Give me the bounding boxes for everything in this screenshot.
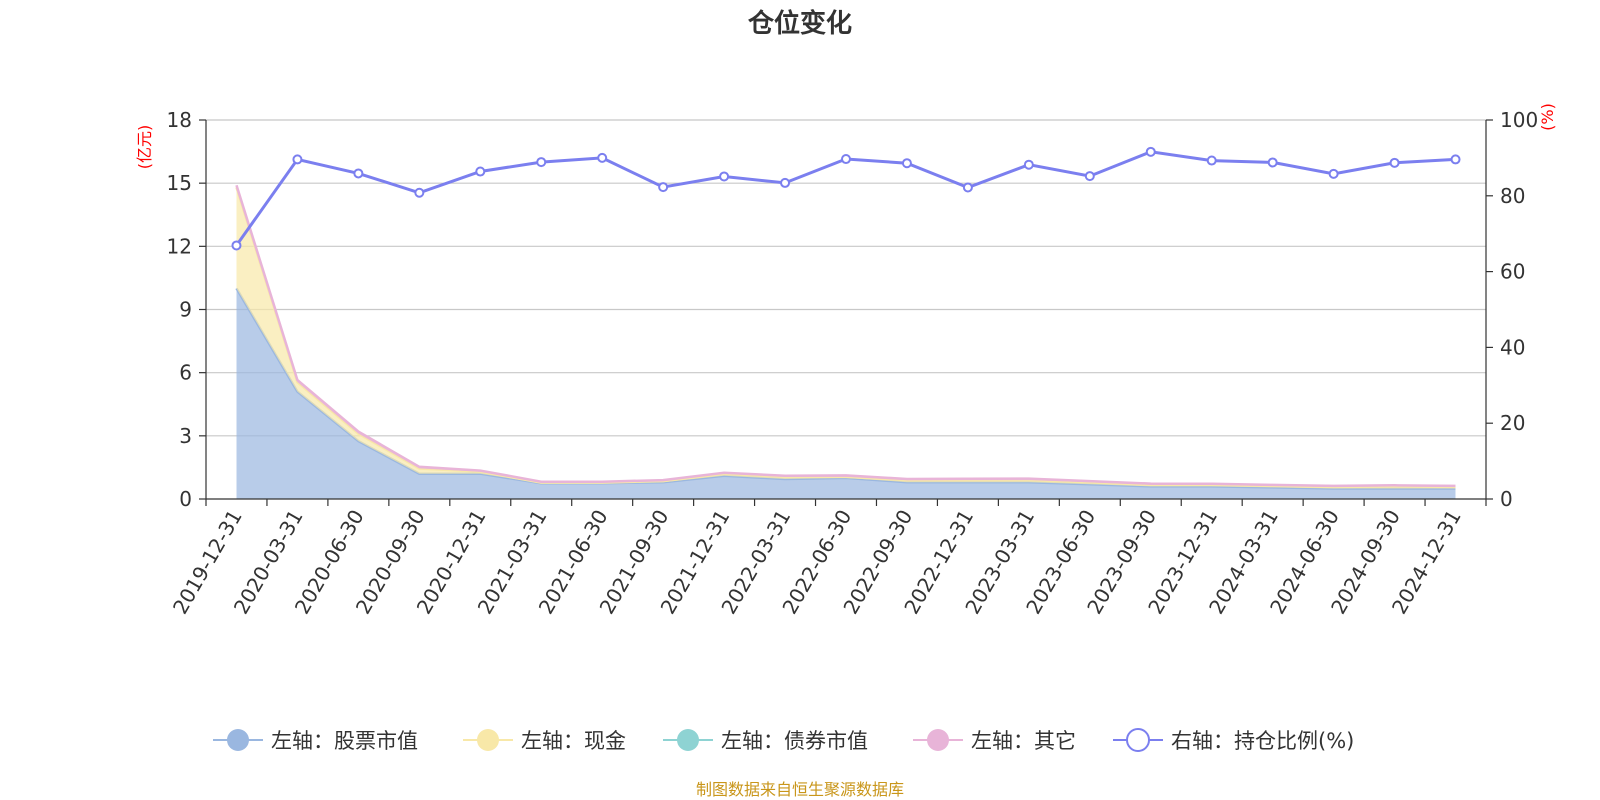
left-axis-tick-label: 18 <box>167 108 192 132</box>
legend-label: 右轴：持仓比例(%) <box>1171 729 1354 753</box>
ratio-point <box>536 157 547 168</box>
right-axis-tick-label: 40 <box>1500 335 1525 359</box>
ratio-point <box>780 177 791 188</box>
ratio-point <box>1145 146 1156 157</box>
ratio-point <box>231 240 242 251</box>
area-series-0-edge <box>235 287 1456 490</box>
legend-item-0: 左轴：股票市值 <box>213 729 418 753</box>
legend-label: 左轴：其它 <box>971 729 1076 753</box>
left-axis-tick-label: 12 <box>167 234 192 258</box>
gridlines <box>206 119 1486 437</box>
ratio-point <box>1328 168 1339 179</box>
right-axis-tick-label: 0 <box>1500 487 1513 511</box>
ratio-line <box>231 146 1461 251</box>
ratio-point <box>353 168 364 179</box>
ratio-point <box>1389 157 1400 168</box>
ratio-point <box>901 158 912 169</box>
area-series-3-edge <box>235 184 1456 488</box>
left-axis-tick-label: 3 <box>179 424 192 448</box>
legend-marker <box>927 729 949 751</box>
right-axis-tick-label: 80 <box>1500 184 1525 208</box>
ratio-point <box>1450 154 1461 165</box>
left-axis-unit: (亿元) <box>135 125 154 170</box>
axes: 03691215180204060801002019-12-312020-03-… <box>167 108 1539 618</box>
legend-label: 左轴：现金 <box>521 729 626 753</box>
legend-item-3: 左轴：其它 <box>913 729 1076 753</box>
ratio-point <box>1206 155 1217 166</box>
ratio-point <box>1023 159 1034 170</box>
area-series-1 <box>236 187 1456 489</box>
ratio-point <box>597 152 608 163</box>
ratio-point <box>292 154 303 165</box>
legend-marker <box>1126 728 1150 752</box>
left-axis-tick-label: 15 <box>167 171 192 195</box>
left-axis-tick-label: 6 <box>179 361 192 385</box>
area-series-3 <box>236 185 1456 488</box>
left-axis-tick-label: 0 <box>179 487 192 511</box>
right-axis-tick-label: 60 <box>1500 260 1525 284</box>
ratio-point <box>475 166 486 177</box>
ratio-point <box>1267 157 1278 168</box>
legend-label: 左轴：股票市值 <box>271 729 418 753</box>
right-axis-unit: (%) <box>1538 103 1557 131</box>
data-source-note: 制图数据来自恒生聚源数据库 <box>696 780 904 799</box>
legend-marker <box>227 729 249 751</box>
ratio-point <box>414 187 425 198</box>
area-series-0 <box>236 288 1456 499</box>
legend-item-4: 右轴：持仓比例(%) <box>1113 728 1354 753</box>
left-axis-tick-label: 9 <box>179 298 192 322</box>
ratio-point <box>658 182 669 193</box>
legend-marker <box>677 729 699 751</box>
right-axis-tick-label: 100 <box>1500 108 1538 132</box>
ratio-point <box>841 154 851 165</box>
ratio-point <box>1084 171 1095 182</box>
legend: 左轴：股票市值 左轴：现金 左轴：债券市值 左轴：其它 右轴：持仓比例(%) <box>213 728 1354 753</box>
legend-label: 左轴：债券市值 <box>721 729 868 753</box>
ratio-point <box>719 171 730 182</box>
legend-marker <box>477 729 499 751</box>
legend-item-2: 左轴：债券市值 <box>663 729 868 753</box>
stacked-areas <box>235 184 1456 499</box>
ratio-point <box>962 182 973 193</box>
right-axis-tick-label: 20 <box>1500 411 1525 435</box>
area-series-1-edge <box>235 187 1456 489</box>
chart-title: 仓位变化 <box>747 8 852 39</box>
legend-item-1: 左轴：现金 <box>463 729 626 753</box>
